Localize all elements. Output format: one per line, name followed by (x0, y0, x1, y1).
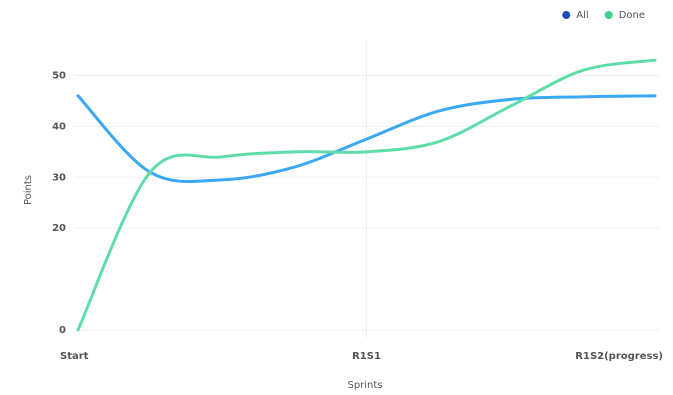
y-tick-label: 30 (52, 172, 66, 183)
x-tick-label: R1S1 (352, 351, 381, 362)
legend-label: All (576, 10, 588, 21)
y-tick-label: 0 (59, 325, 66, 336)
legend-label: Done (619, 10, 645, 21)
legend-swatch (562, 11, 571, 19)
legend-swatch (604, 11, 613, 19)
y-tick-label: 20 (52, 223, 66, 234)
y-axis-label: Points (23, 175, 34, 205)
x-tick-label: Start (60, 351, 89, 362)
x-axis-label: Sprints (347, 380, 382, 391)
y-tick-label: 50 (52, 70, 66, 81)
y-tick-label: 40 (52, 121, 66, 132)
series-line (76, 94, 657, 184)
x-tick-label: R1S2(progress) (575, 351, 663, 362)
series-line (76, 58, 657, 332)
